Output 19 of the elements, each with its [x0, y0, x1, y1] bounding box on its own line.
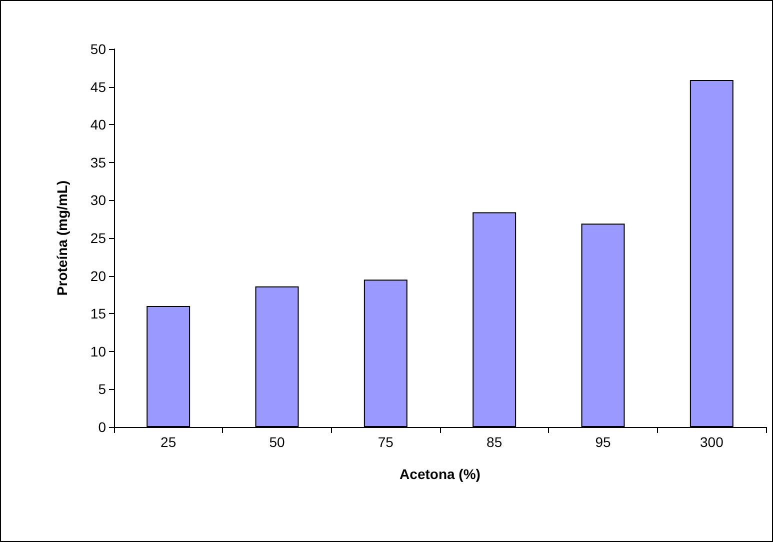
y-tick-label: 30 — [90, 192, 106, 208]
y-tick-label: 50 — [90, 41, 106, 57]
y-axis-title: Proteína (mg/mL) — [54, 180, 70, 296]
x-tick-label: 50 — [269, 434, 285, 450]
y-tick-label: 35 — [90, 154, 106, 170]
y-tick-label: 15 — [90, 306, 106, 322]
y-tick-label: 5 — [98, 381, 106, 398]
x-tick-label: 300 — [700, 434, 724, 450]
x-tick-label: 25 — [160, 434, 176, 450]
y-tick-label: 0 — [98, 419, 106, 435]
y-tick-label: 25 — [90, 230, 106, 246]
y-tick-label: 40 — [90, 116, 106, 133]
y-tick-label: 45 — [90, 78, 106, 95]
x-axis-title: Acetona (%) — [400, 466, 480, 482]
y-tick-label: 20 — [90, 268, 106, 284]
x-tick-label: 75 — [378, 434, 394, 450]
y-tick-label: 10 — [90, 343, 106, 360]
x-tick-label: 95 — [595, 434, 611, 450]
x-tick-label: 85 — [486, 434, 502, 450]
